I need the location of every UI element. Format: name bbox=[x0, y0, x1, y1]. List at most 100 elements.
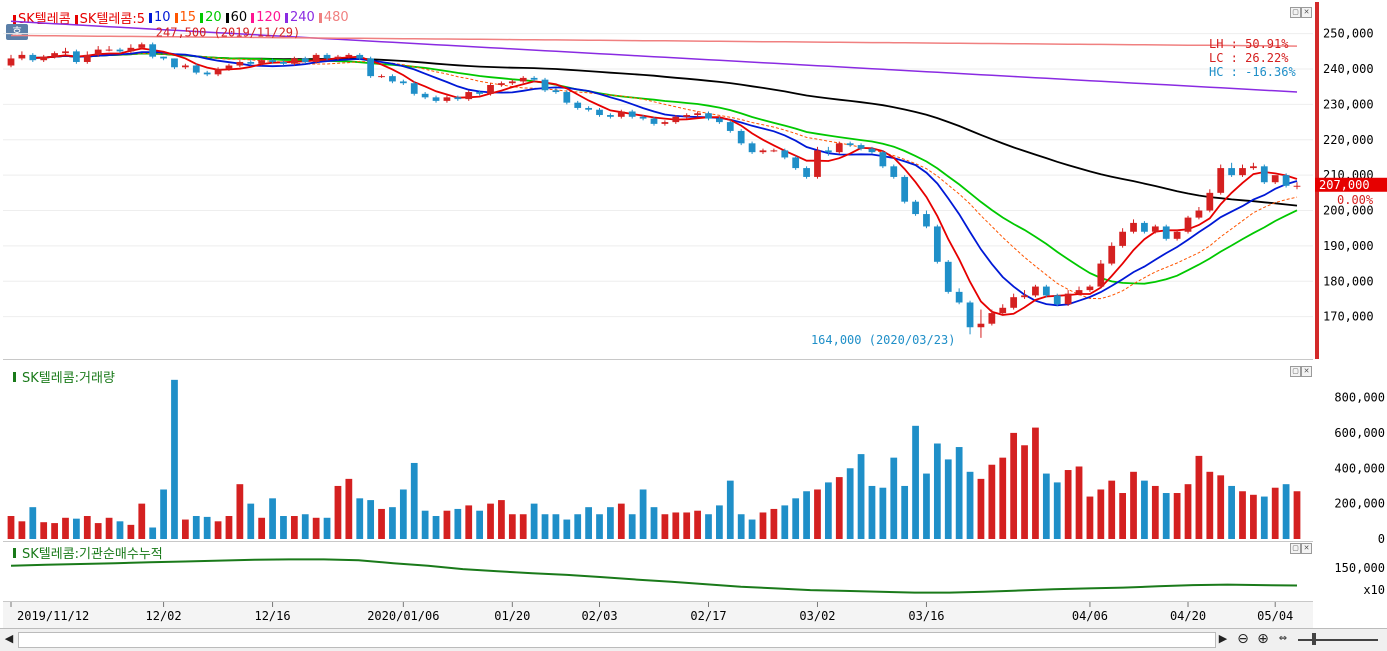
price-tick-label: 240,000 bbox=[1323, 62, 1374, 76]
candle bbox=[181, 65, 189, 68]
candle bbox=[1228, 168, 1235, 176]
volume-bar bbox=[879, 487, 887, 539]
price-panel[interactable]: SK텔레콤 SK텔레콤:5 10 15 20 60 120 240 480 호 ▢ ✕ 247,… bbox=[3, 2, 1313, 360]
legend-item-label: SK텔레콤:5 bbox=[79, 12, 145, 27]
candle bbox=[465, 92, 473, 100]
candle bbox=[1097, 263, 1105, 287]
candle bbox=[1086, 286, 1094, 291]
candle bbox=[160, 56, 167, 59]
volume-bar bbox=[585, 507, 592, 539]
institution-tick-label: 150,000 bbox=[1334, 561, 1385, 575]
ma240-line bbox=[10, 20, 1298, 93]
scroll-left-icon[interactable]: ◀ bbox=[4, 632, 14, 645]
volume-bar bbox=[269, 498, 276, 539]
volume-bar bbox=[443, 510, 451, 539]
volume-bar bbox=[258, 517, 266, 539]
volume-bar bbox=[923, 473, 930, 539]
candle bbox=[901, 176, 909, 202]
institution-panel[interactable]: SK텔레콤:기관순매수누적 ▢ ✕ bbox=[3, 541, 1313, 602]
candle bbox=[770, 150, 778, 152]
maximize-icon[interactable]: ▢ bbox=[1290, 366, 1301, 377]
volume-bar bbox=[301, 514, 309, 539]
volume-bar bbox=[1064, 470, 1072, 539]
close-icon[interactable]: ✕ bbox=[1301, 543, 1312, 554]
volume-bar bbox=[541, 514, 549, 539]
candle bbox=[966, 302, 974, 328]
volume-panel[interactable]: SK텔레콤:거래량 ▢ ✕ bbox=[3, 361, 1313, 542]
volume-bar bbox=[1032, 427, 1039, 539]
candle bbox=[541, 79, 549, 91]
volume-chart[interactable] bbox=[3, 361, 1313, 541]
candle bbox=[1151, 226, 1159, 232]
candle bbox=[955, 291, 963, 303]
volume-bar bbox=[705, 514, 712, 539]
candle bbox=[988, 313, 996, 324]
candle bbox=[1064, 293, 1072, 305]
volume-bar bbox=[1293, 491, 1301, 539]
fit-all-icon[interactable]: ⇔ bbox=[1278, 633, 1288, 644]
volume-bar bbox=[607, 507, 614, 539]
zoom-in-icon[interactable]: ⊕ bbox=[1257, 631, 1269, 647]
candle bbox=[759, 150, 767, 153]
horizontal-scrollbar[interactable] bbox=[18, 632, 1216, 648]
candle bbox=[203, 72, 211, 75]
candle bbox=[563, 92, 571, 103]
candle bbox=[530, 77, 538, 80]
volume-bar bbox=[138, 503, 146, 539]
candle bbox=[389, 76, 396, 82]
date-tick-label: 2019/11/12 bbox=[17, 609, 89, 623]
volume-bar bbox=[356, 498, 364, 539]
hc-stat: HC : -16.36% bbox=[1209, 65, 1296, 79]
maximize-icon[interactable]: ▢ bbox=[1290, 7, 1301, 18]
candle bbox=[944, 261, 952, 292]
volume-bar bbox=[999, 457, 1007, 539]
candle bbox=[890, 166, 898, 177]
candle bbox=[705, 113, 712, 119]
volume-bar bbox=[792, 498, 800, 539]
volume-bar bbox=[312, 517, 320, 539]
volume-bar bbox=[912, 425, 919, 539]
volume-bar bbox=[116, 521, 124, 539]
ma15-line bbox=[32, 52, 1298, 300]
candle bbox=[225, 65, 233, 70]
candle bbox=[868, 148, 876, 153]
candle bbox=[716, 118, 723, 123]
legend-item-label: 480 bbox=[323, 10, 349, 25]
volume-bar bbox=[508, 514, 516, 539]
candle bbox=[214, 69, 222, 75]
close-icon[interactable]: ✕ bbox=[1301, 366, 1312, 377]
volume-bar bbox=[378, 508, 385, 539]
volume-bar bbox=[236, 484, 244, 539]
candle bbox=[399, 81, 407, 84]
volume-bar bbox=[171, 379, 178, 539]
zoom-out-icon[interactable]: ⊖ bbox=[1237, 631, 1249, 647]
zoom-slider-handle[interactable] bbox=[1312, 633, 1316, 645]
maximize-icon[interactable]: ▢ bbox=[1290, 543, 1301, 554]
legend-item-label: 15 bbox=[179, 10, 197, 25]
volume-bar bbox=[672, 512, 680, 539]
date-tick-label: 12/02 bbox=[146, 609, 182, 623]
candle bbox=[334, 56, 342, 59]
high-annotation: 247,500 (2019/11/29) bbox=[156, 26, 301, 40]
close-icon[interactable]: ✕ bbox=[1301, 7, 1312, 18]
lh-stat: LH : 50.91% bbox=[1209, 37, 1289, 51]
ma5-line bbox=[32, 47, 1298, 316]
volume-bar bbox=[759, 512, 767, 539]
zoom-slider[interactable] bbox=[1298, 639, 1378, 641]
candle bbox=[410, 83, 418, 94]
candle bbox=[1162, 226, 1170, 239]
candle bbox=[661, 122, 669, 124]
volume-bar bbox=[977, 478, 985, 539]
price-chart[interactable]: 247,500 (2019/11/29) 164,000 (2020/03/23)… bbox=[3, 2, 1313, 359]
candle bbox=[1130, 222, 1137, 232]
volume-bar bbox=[824, 482, 832, 539]
candle bbox=[62, 51, 69, 54]
candle bbox=[1206, 192, 1214, 211]
institution-chart[interactable] bbox=[3, 541, 1313, 601]
scroll-right-icon[interactable]: ▶ bbox=[1218, 632, 1228, 645]
volume-legend-label: SK텔레콤:거래량 bbox=[22, 371, 115, 386]
volume-bar bbox=[105, 517, 113, 539]
candle bbox=[421, 93, 429, 98]
candle bbox=[857, 145, 865, 149]
candle bbox=[596, 109, 603, 116]
